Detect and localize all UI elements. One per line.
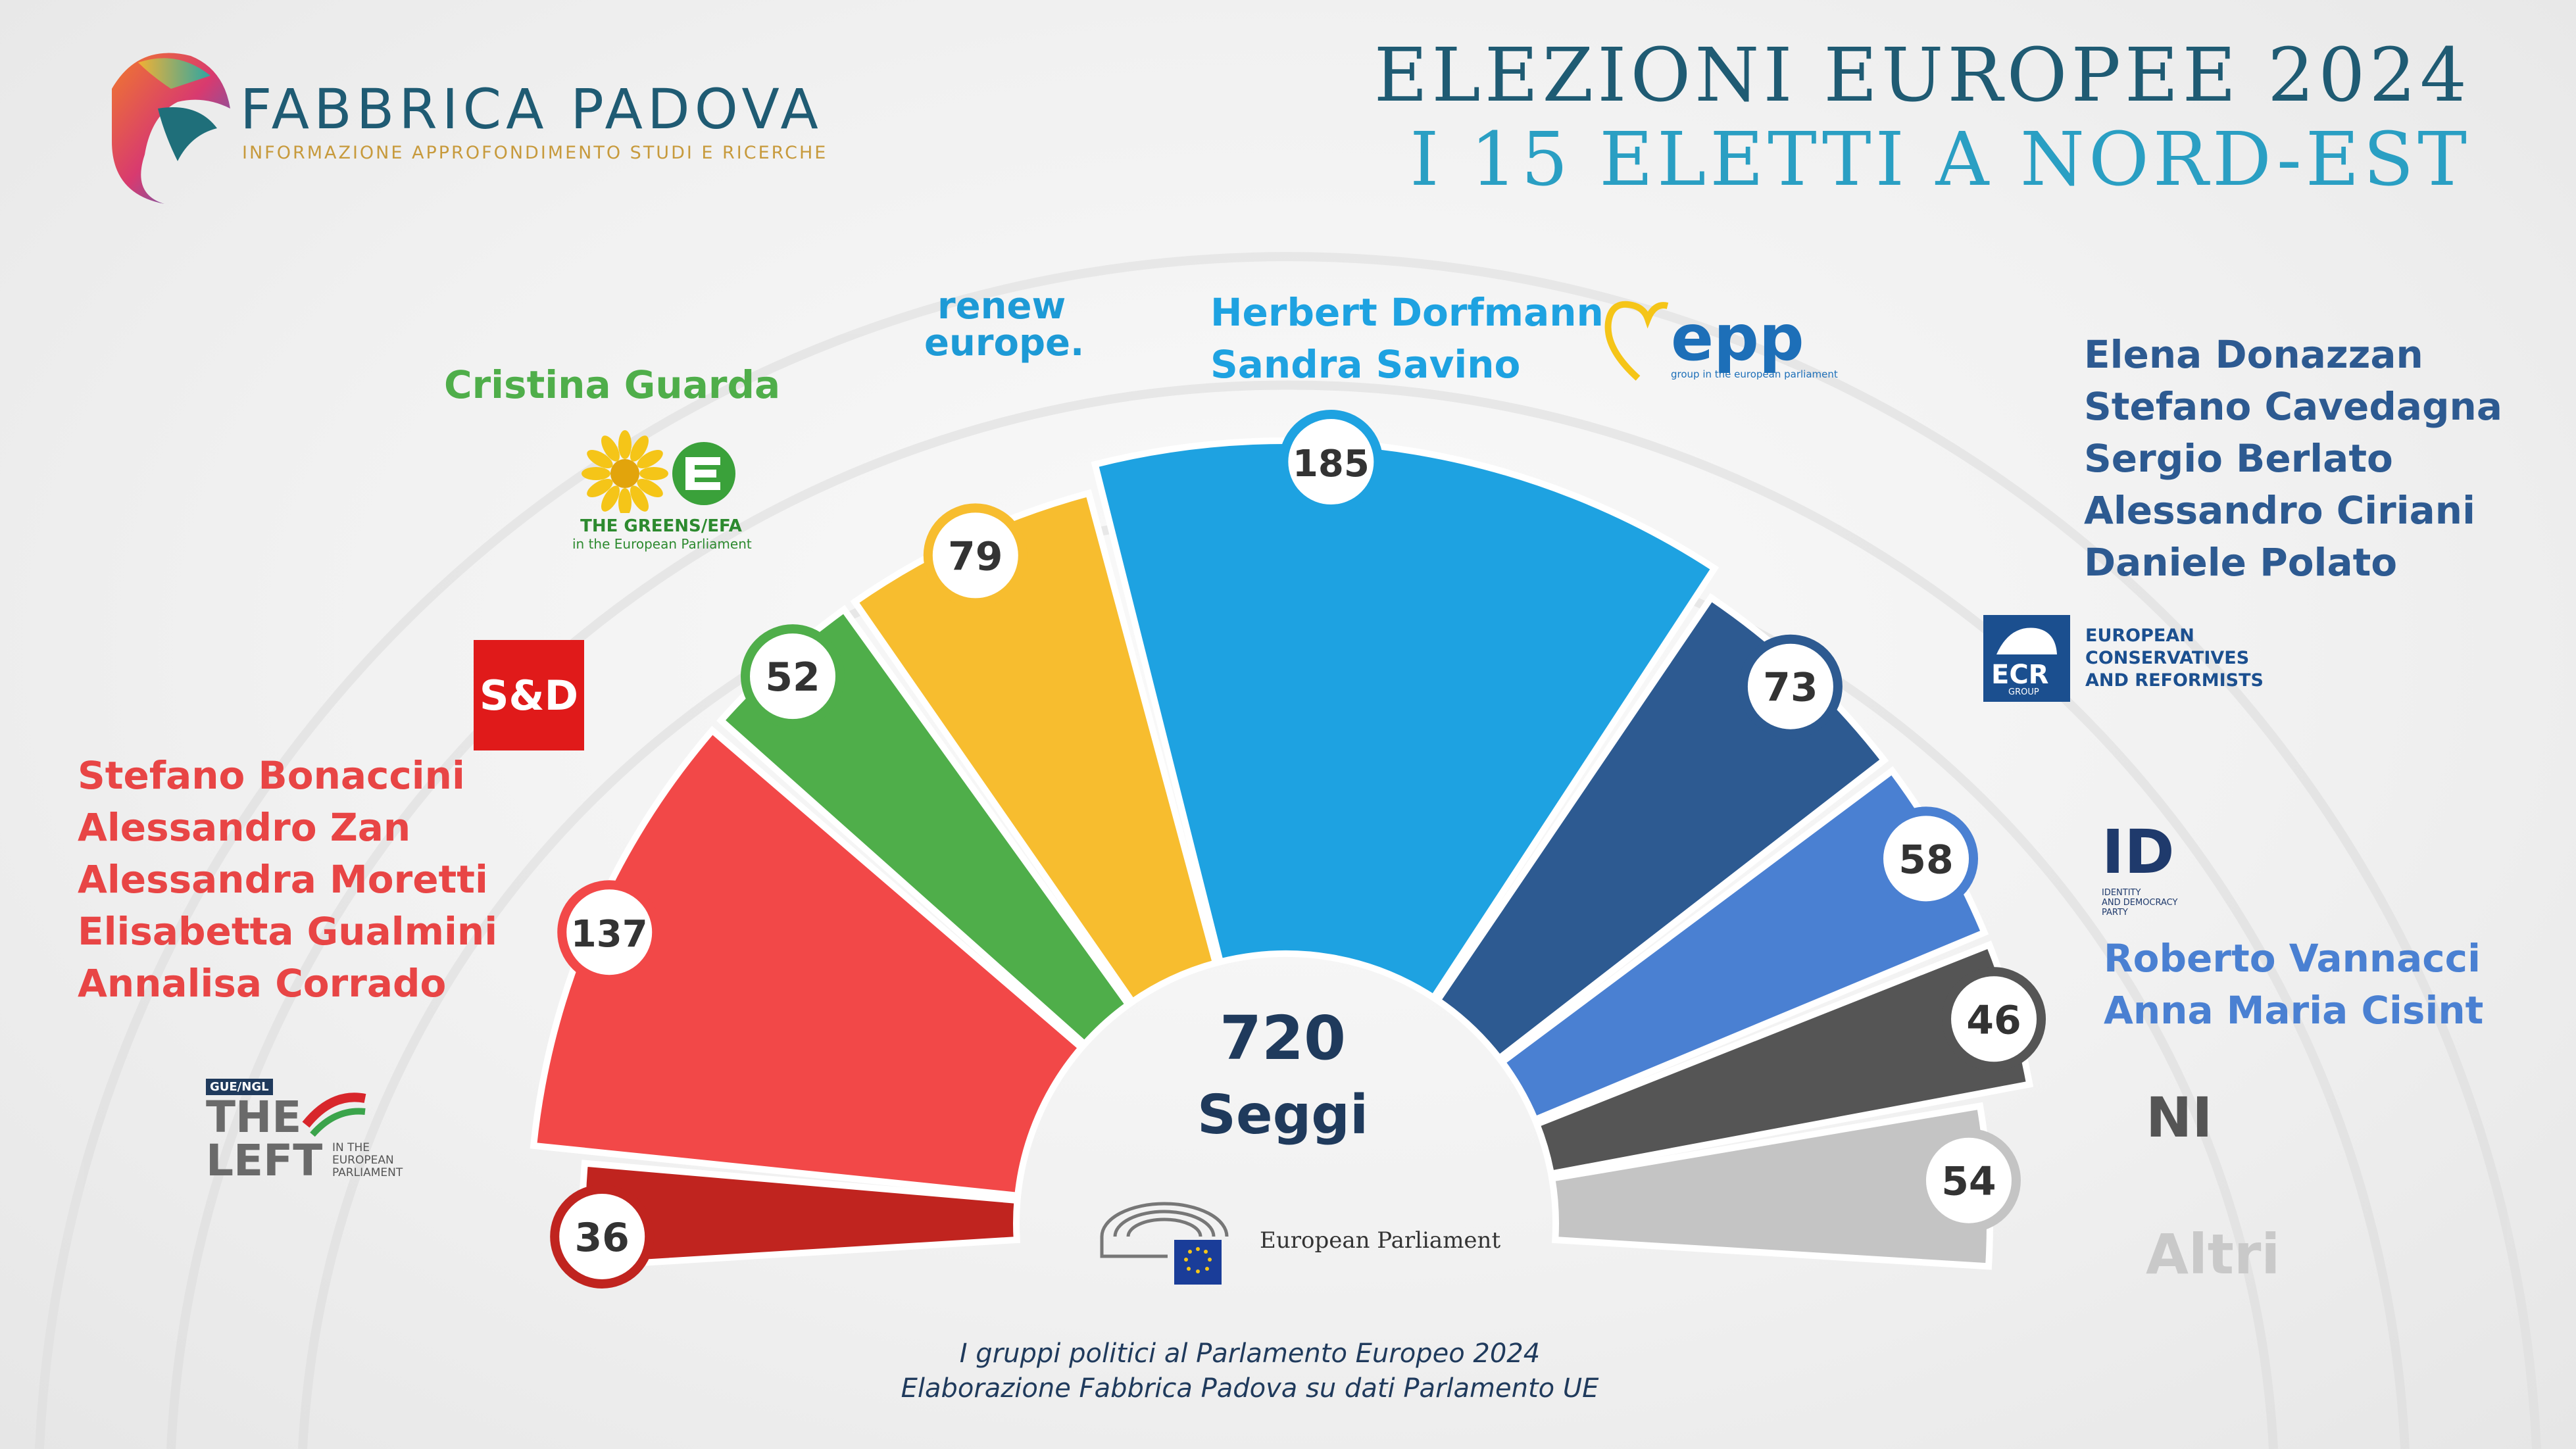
elected-name: Sandra Savino [1210,342,1521,387]
segment-epp [1091,437,1720,1002]
altri-label: Altri [2146,1222,2281,1287]
seat-count-ni: 46 [1966,997,2021,1043]
elected-name: Alessandro Zan [78,805,411,850]
segment-id [1497,766,1989,1124]
seat-count-id: 58 [1898,837,1954,883]
total-seats-value: 720 [1219,1003,1347,1073]
ecr-logo-text: EUROPEAN CONSERVATIVES AND REFORMISTS [2085,625,2264,692]
elected-ecr-list: Elena Donazzan Stefano Cavedagna Sergio … [2084,329,2502,589]
european-parliament-logo-icon [1100,1202,1229,1285]
ecr-group: GROUP [2008,687,2039,697]
elected-name: Cristina Guarda [444,362,781,407]
left-logo-sub: IN THE EUROPEAN PARLIAMENT [332,1142,403,1179]
left-flag-icon [302,1093,366,1137]
epp-logo-sub: group in the european parliament [1671,368,1838,380]
epp-heart-icon [1604,301,1669,381]
ecr-logo: ECR GROUP [1983,615,2070,702]
elected-id-list: Roberto Vannacci Anna Maria Cisint [2104,933,2483,1037]
elected-name: Roberto Vannacci [2104,936,2481,981]
elected-name: Alessandro Ciriani [2084,488,2475,533]
seat-badge-ecr [1738,634,1843,739]
brand-tagline: INFORMAZIONE APPROFONDIMENTO STUDI E RIC… [242,143,828,163]
seat-count-altri: 54 [1941,1159,1996,1205]
brand-name: FABBRICA PADOVA [240,77,823,141]
greens-logo-line1: THE GREENS/EFA [580,516,742,536]
greens-logo-text: THE GREENS/EFA in the European Parliamen… [572,516,752,552]
seat-badge-id [1874,806,1979,911]
lion-logo-icon [112,53,230,204]
seat-badge-epp [1279,410,1383,514]
elected-name: Elena Donazzan [2084,332,2423,377]
page-title: ELEZIONI EUROPEE 2024 [1374,33,2471,118]
seat-badge-renew [923,503,1028,608]
elected-sd-list: Stefano Bonaccini Alessandro Zan Alessan… [78,750,497,1010]
seat-badge-sd [557,880,662,985]
elected-name: Herbert Dorfmann [1210,290,1604,335]
id-name: IDENTITY AND DEMOCRACY PARTY [2102,888,2177,918]
elected-name: Elisabetta Gualmini [78,909,498,954]
ecr-lion-icon [1996,627,2057,654]
renew-logo-line2: europe. [924,322,1085,364]
sd-logo: S&D [474,640,584,750]
elected-name: Sergio Berlato [2084,436,2393,481]
seat-badge-greens [741,624,845,729]
footer-line-1: I gruppi politici al Parlamento Europeo … [959,1338,1541,1369]
left-logo-sub-line: PARLIAMENT [332,1166,403,1179]
id-name-line: IDENTITY [2102,888,2141,898]
seat-badge-left [550,1184,655,1289]
ecr-name-line: CONSERVATIVES [2085,648,2250,668]
elected-name: Alessandra Moretti [78,857,488,902]
ecr-name-line: EUROPEAN [2085,626,2194,646]
elected-epp-list: Herbert Dorfmann Sandra Savino [1210,287,1604,391]
segment-ni [1532,940,2034,1178]
id-name-line: AND DEMOCRACY [2102,898,2178,908]
id-name-line: PARTY [2102,908,2128,918]
segment-sd [530,725,1087,1200]
left-logo-sub-line: IN THE [332,1141,370,1154]
left-logo-the: THE [206,1092,302,1142]
seat-badge-ni [1942,967,2046,1071]
european-parliament-label: European Parliament [1260,1227,1501,1254]
seat-count-greens: 52 [765,654,820,700]
left-logo-left: LEFT [206,1135,323,1186]
elected-name: Stefano Bonaccini [78,753,465,798]
seat-count-renew: 79 [948,533,1003,579]
seat-count-epp: 185 [1293,443,1370,485]
renew-logo-line1: renew [937,285,1066,328]
ecr-name-line: AND REFORMISTS [2085,670,2264,691]
id-abbr: ID [2102,817,2175,887]
ni-label: NI [2146,1085,2213,1150]
footer-line-2: Elaborazione Fabbrica Padova su dati Par… [901,1373,1599,1404]
elected-greens-list: Cristina Guarda [444,359,780,411]
total-seats-label: Seggi [1197,1084,1369,1146]
seat-count-left: 36 [574,1215,630,1261]
elected-name: Annalisa Corrado [78,961,447,1006]
left-logo-gue: GUE/NGL [206,1079,273,1095]
left-logo-sub-line: EUROPEAN [332,1154,394,1167]
ecr-abbr: ECR [1991,660,2049,690]
seat-count-ecr: 73 [1763,665,1818,711]
renew-logo: renew europe. [924,288,1084,362]
page-subtitle: I 15 ELETTI A NORD-EST [1410,117,2471,203]
greens-sunflower-icon [582,430,735,513]
segment-renew [850,489,1220,1007]
epp-logo: epp [1671,301,1804,375]
elected-name: Daniele Polato [2084,540,2398,585]
seat-count-sd: 137 [571,913,648,956]
seat-badge-altri [1916,1128,2021,1233]
elected-name: Stefano Cavedagna [2084,384,2502,429]
elected-name: Anna Maria Cisint [2104,988,2484,1033]
greens-logo-line2: in the European Parliament [572,536,752,552]
brand-logo: FABBRICA PADOVA INFORMAZIONE APPROFONDIM… [99,36,826,207]
